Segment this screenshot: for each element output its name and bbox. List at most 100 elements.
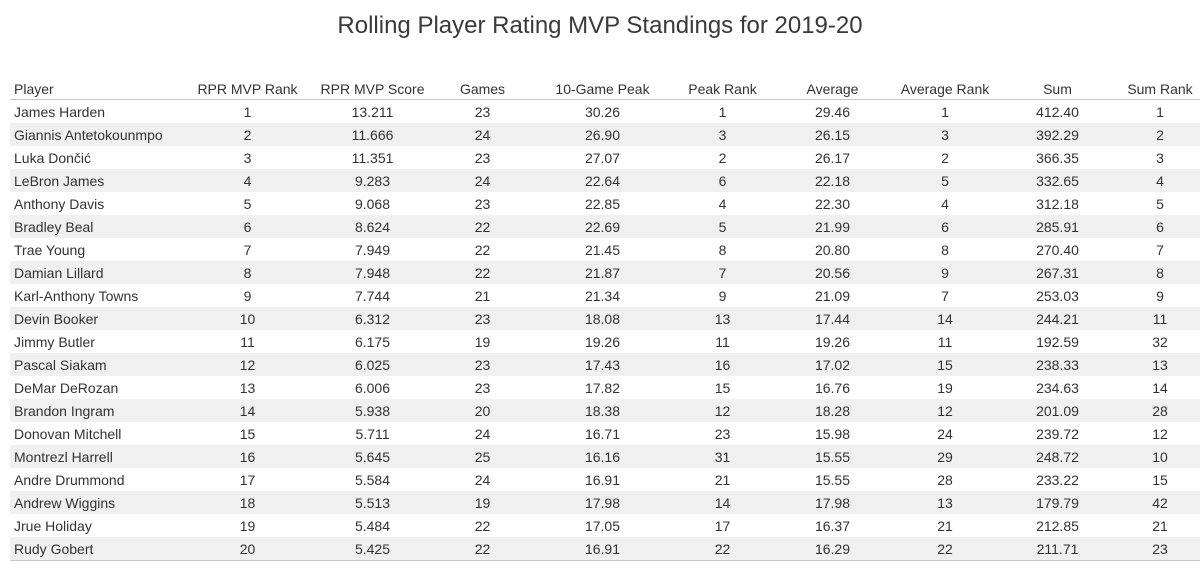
table-cell: 5 [895,169,995,192]
table-cell: 14 [185,399,310,422]
table-row: Karl-Anthony Towns 9 7.744 21 21.34 9 21.09 7 25… [10,284,1200,307]
standings-table-container: Player RPR MVP Rank RPR MVP Score Games 10-G… [10,78,1200,561]
table-cell: 179.79 [995,491,1120,514]
table-cell: 21.34 [584,287,621,304]
table-cell: 1 [1156,103,1164,120]
table-cell: 16 [185,445,310,468]
table-cell: 4 [941,195,949,212]
table-header: Player RPR MVP Rank RPR MVP Score Games 10-G… [10,78,1200,100]
table-cell: 22 [435,215,530,238]
table-row: Trae Young 7 7.949 22 21.45 8 20.80 8 270.40 7 [10,238,1200,261]
table-cell: 6.175 [354,333,391,350]
table-cell: 7.948 [310,261,435,284]
table-cell: 24 [474,471,491,488]
table-cell: 21.45 [584,241,621,258]
player-name-cell: Jimmy Butler [14,333,95,350]
table-cell: 15.98 [814,425,851,442]
table-row: Andrew Wiggins 18 5.513 19 17.98 14 17.98 13 179… [10,491,1200,514]
table-cell: 4 [185,169,310,192]
table-cell: 22 [675,537,770,561]
table-cell: 234.63 [1036,379,1079,396]
table-cell: 23 [1120,537,1200,561]
table-cell: 12 [895,399,995,422]
table-cell: 270.40 [1036,241,1079,258]
table-cell: 19 [435,491,530,514]
table-cell: 239.72 [1036,425,1079,442]
table-cell: 11 [240,333,255,350]
table-cell: 2 [185,123,310,146]
table-cell: 17 [239,471,256,488]
table-cell: 19 [239,517,256,534]
table-cell: 192.59 [1036,333,1079,350]
table-cell: 22 [435,261,530,284]
table-cell: 5 [243,195,252,212]
table-row: Andre Drummond 17 5.584 24 16.91 21 15.55 28 233… [10,468,1200,491]
column-header: 10-Game Peak [530,78,675,100]
table-cell: 7.949 [354,241,391,258]
table-cell: 24 [937,425,953,442]
table-cell: 28 [937,471,953,488]
table-cell: 29.46 [814,103,851,120]
table-cell: 8 [941,241,949,258]
table-row: Devin Booker 10 6.312 23 18.08 13 17.44 14 244.2… [10,307,1200,330]
table-cell: 7 [1156,241,1164,258]
table-cell: 17.43 [530,353,675,376]
table-cell: 25 [435,445,530,468]
table-cell: 14 [1152,379,1168,396]
player-name-cell: Donovan Mitchell [14,425,122,442]
table-row: Jimmy Butler 11 6.175 19 19.26 11 19.26 11 192.5… [10,330,1200,353]
player-name-cell: Luka Dončić [14,149,92,166]
table-cell: 9 [718,287,727,304]
table-cell: 9.283 [310,169,435,192]
table-cell: 9 [895,261,995,284]
table-cell: 18 [185,491,310,514]
table-cell: 18.28 [770,399,895,422]
table-cell: 20 [435,399,530,422]
table-cell: 24 [435,123,530,146]
table-cell: 267.31 [995,261,1120,284]
table-cell: 17.82 [584,379,621,396]
table-cell: 20 [185,537,310,561]
table-cell: 26.17 [814,149,851,166]
table-cell: 11 [937,333,953,350]
player-name-cell: Karl-Anthony Towns [14,287,139,304]
table-cell: 13 [239,379,256,396]
table-cell: 13.211 [351,103,394,120]
header-row: Player RPR MVP Rank RPR MVP Score Games 10-G… [10,78,1200,100]
table-row: Pascal Siakam 12 6.025 23 17.43 16 17.02 15 238.… [10,353,1200,376]
table-cell: 22.85 [584,195,621,212]
player-name-cell: Jrue Holiday [14,517,92,534]
table-cell: 1 [243,103,252,120]
table-cell: 15 [239,425,256,442]
table-cell: 17.98 [770,491,895,514]
table-cell: 21 [937,517,953,534]
column-header: Games [435,78,530,100]
table-cell: 8 [718,241,727,258]
table-cell: 6 [1120,215,1200,238]
column-header: Average [770,78,895,100]
player-name-cell: Anthony Davis [14,195,105,212]
table-cell: 233.22 [1036,471,1079,488]
table-cell: 332.65 [995,169,1120,192]
table-cell: 23 [474,103,491,120]
table-cell: 13 [895,491,995,514]
table-row: Donovan Mitchell 15 5.711 24 16.71 23 15.98 24 2… [10,422,1200,445]
table-cell: 8.624 [310,215,435,238]
table-cell: 312.18 [1036,195,1079,212]
table-cell: 12 [675,399,770,422]
table-cell: 17.44 [770,307,895,330]
player-name-cell: Andre Drummond [14,471,125,488]
table-cell: 22.18 [770,169,895,192]
table-cell: 16.37 [814,517,851,534]
table-cell: 29 [895,445,995,468]
table-cell: 15 [895,353,995,376]
table-cell: 253.03 [1036,287,1079,304]
table-cell: 15 [1152,471,1168,488]
table-cell: 4 [718,195,727,212]
player-name-cell: Giannis Antetokounmpo [10,123,185,146]
table-cell: 366.35 [1036,149,1079,166]
standings-table: Player RPR MVP Rank RPR MVP Score Games 10-G… [10,78,1200,561]
player-name-cell: Bradley Beal [10,215,185,238]
table-row: Giannis Antetokounmpo 2 11.666 24 26.90 3 26.1… [10,123,1200,146]
table-cell: 15 [714,379,731,396]
